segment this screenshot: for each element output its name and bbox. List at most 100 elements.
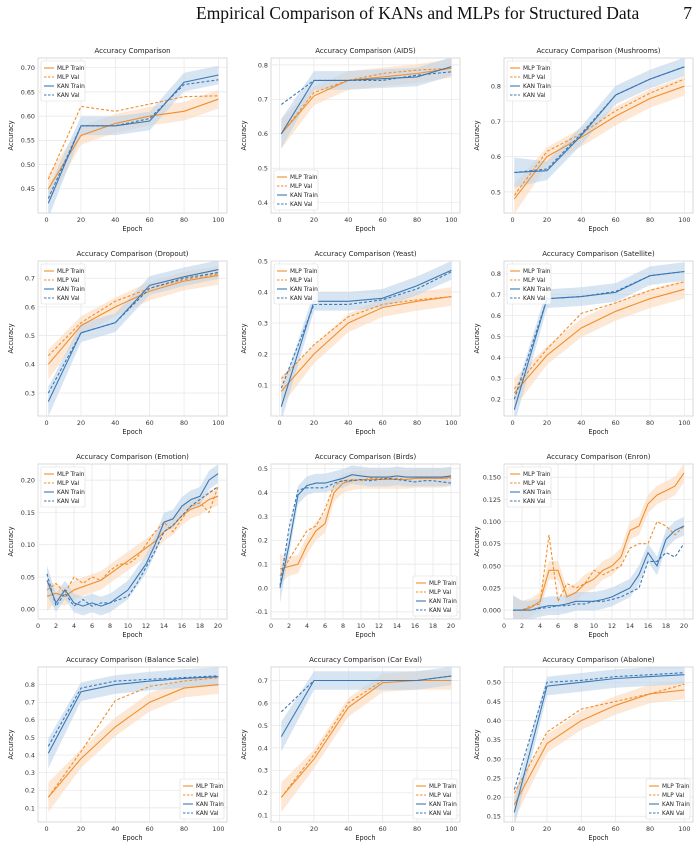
legend-label: KAN Val: [523, 296, 546, 302]
x-axis-label: Epoch: [355, 631, 375, 639]
x-tick-label: 20: [680, 622, 688, 630]
x-tick-label: 60: [379, 419, 387, 427]
confidence-band: [48, 667, 219, 769]
x-tick-label: 40: [111, 419, 119, 427]
x-tick-label: 20: [310, 419, 318, 427]
legend: MLP Train MLP Val KAN Train KAN Val: [40, 466, 86, 508]
x-tick-label: 6: [556, 622, 560, 630]
x-tick-label: 18: [429, 622, 437, 630]
series-line: [280, 679, 452, 798]
y-axis-label: Accuracy: [7, 323, 15, 353]
chart-title: Accuracy Comparison (Abalone): [542, 656, 655, 664]
confidence-band: [281, 261, 452, 416]
legend-label: MLP Val: [662, 793, 685, 799]
legend: MLP Train MLP Val KAN Train KAN Val: [506, 263, 552, 305]
y-tick-label: 0.4: [25, 361, 35, 369]
legend-label: KAN Val: [57, 499, 80, 505]
series-line: [280, 675, 452, 713]
y-tick-label: 0.35: [487, 736, 501, 744]
y-tick-label: 0.6: [491, 153, 501, 161]
y-tick-label: 0.1: [258, 561, 268, 569]
chart-5: 0.1 0.2 0.3 0.4 0.5 0 20 40 60 80 100 Accuracy Comp…: [240, 250, 461, 436]
chart-title: Accuracy Comparison (Birds): [315, 453, 417, 461]
x-tick-label: 60: [379, 216, 387, 224]
x-axis-label: Epoch: [588, 428, 608, 436]
series-line: [47, 675, 219, 747]
y-tick-label: 0.15: [487, 813, 501, 821]
confidence-band: [514, 76, 685, 213]
x-tick-label: 16: [411, 622, 419, 630]
legend-label: KAN Train: [290, 287, 318, 293]
chart-title: Accuracy Comparison (Emotion): [76, 453, 189, 461]
y-tick-label: 0.4: [258, 744, 268, 752]
series-line: [279, 474, 452, 589]
chart-title: Accuracy Comparison (Yeast): [314, 250, 416, 258]
x-tick-label: 20: [77, 216, 85, 224]
legend-label: KAN Train: [290, 193, 318, 199]
x-tick-label: 80: [646, 216, 654, 224]
legend-label: MLP Train: [290, 269, 318, 275]
series-line: [47, 684, 219, 798]
confidence-band: [514, 262, 685, 416]
x-tick-label: 0: [269, 622, 273, 630]
x-tick-label: 12: [142, 622, 150, 630]
x-tick-label: 100: [678, 419, 690, 427]
series-line: [280, 67, 452, 135]
series-line: [513, 520, 685, 611]
y-tick-label: 0.3: [258, 319, 268, 327]
y-tick-label: 0.3: [491, 375, 501, 383]
series-line: [46, 495, 219, 598]
series-line: [513, 689, 685, 806]
y-tick-label: 0.5: [25, 734, 35, 742]
y-tick-label: 0.55: [21, 137, 35, 145]
x-tick-label: 10: [124, 622, 132, 630]
legend-box: [273, 169, 319, 211]
y-tick-label: 0.7: [258, 96, 268, 104]
legend: MLP Train MLP Val KAN Train KAN Val: [412, 575, 458, 617]
y-tick-label: 0.50: [487, 679, 501, 687]
legend-label: MLP Val: [523, 481, 546, 487]
legend: MLP Train MLP Val KAN Train KAN Val: [506, 466, 552, 508]
y-tick-label: 0.5: [258, 465, 268, 473]
chart-1: 0.45 0.50 0.55 0.60 0.65 0.70 0 20 40 60 80 100 Accu…: [7, 47, 228, 233]
y-axis-label: Accuracy: [473, 526, 481, 556]
x-axis-label: Epoch: [355, 834, 375, 842]
series-line: [513, 672, 685, 790]
legend-box: [506, 466, 552, 508]
y-tick-label: 0.70: [21, 64, 35, 72]
x-tick-label: 4: [72, 622, 76, 630]
legend-box: [412, 575, 458, 617]
legend-box: [40, 263, 86, 305]
y-tick-label: 0.5: [258, 722, 268, 730]
x-tick-label: 40: [111, 825, 119, 833]
y-axis-label: Accuracy: [473, 729, 481, 759]
x-tick-label: 40: [111, 216, 119, 224]
chart-title: Accuracy Comparison (AIDS): [315, 47, 416, 55]
x-tick-label: 14: [626, 622, 634, 630]
y-tick-label: 0.2: [258, 789, 268, 797]
y-tick-label: 0.050: [483, 562, 501, 570]
x-tick-label: 80: [646, 419, 654, 427]
legend-label: KAN Val: [523, 93, 546, 99]
legend-label: MLP Train: [523, 472, 551, 478]
legend-box: [412, 778, 458, 820]
chart-title: Accuracy Comparison (Mushrooms): [536, 47, 660, 55]
y-tick-label: 0.2: [258, 350, 268, 358]
x-tick-label: 10: [357, 622, 365, 630]
series-line: [280, 66, 452, 135]
x-tick-label: 100: [678, 216, 690, 224]
y-tick-label: 0.000: [483, 607, 501, 615]
legend-label: MLP Val: [196, 793, 219, 799]
series-line: [279, 477, 452, 586]
series-line: [280, 271, 452, 389]
y-tick-label: 0.5: [491, 188, 501, 196]
y-tick-label: 0.30: [487, 755, 501, 763]
y-tick-label: 0.025: [483, 584, 501, 592]
legend-label: MLP Train: [523, 66, 551, 72]
series-line: [46, 486, 219, 608]
series-line: [513, 281, 685, 390]
legend-box: [506, 60, 552, 102]
legend-label: MLP Train: [429, 784, 457, 790]
x-tick-label: 14: [393, 622, 401, 630]
x-tick-label: 10: [590, 622, 598, 630]
